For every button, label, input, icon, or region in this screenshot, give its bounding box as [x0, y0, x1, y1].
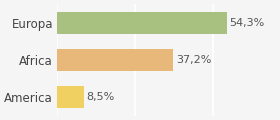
Bar	[57, 49, 173, 71]
Text: 8,5%: 8,5%	[86, 92, 115, 102]
Bar	[57, 12, 227, 34]
Bar	[57, 86, 84, 108]
Text: 54,3%: 54,3%	[229, 18, 265, 28]
Text: 37,2%: 37,2%	[176, 55, 211, 65]
